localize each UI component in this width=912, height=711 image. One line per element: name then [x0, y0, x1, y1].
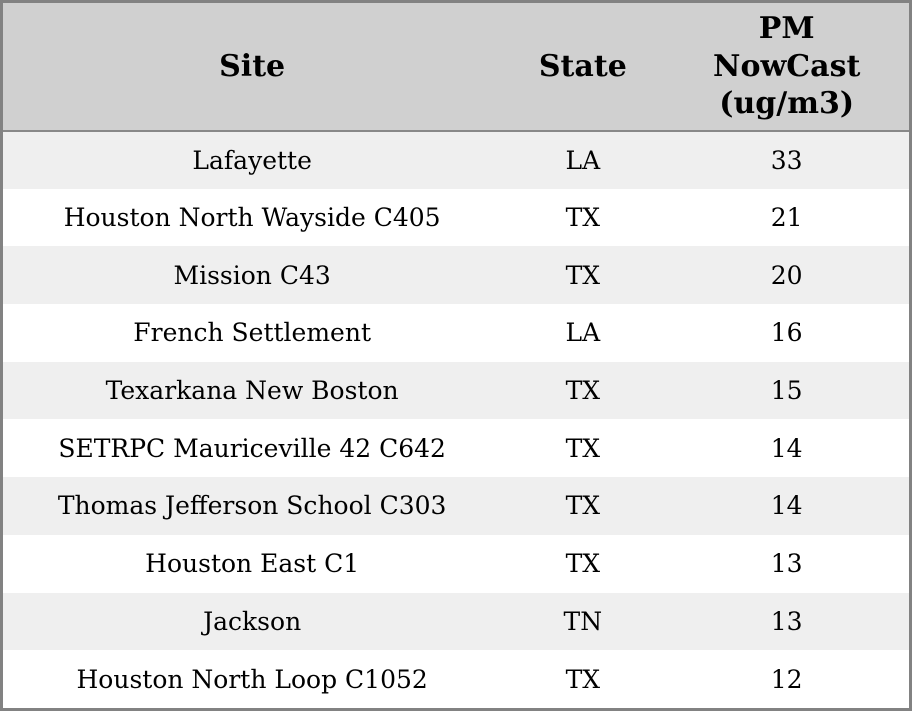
table-body: Lafayette LA 33 Houston North Wayside C405 T… [3, 131, 909, 708]
state-cell: LA [565, 318, 601, 348]
state-cell: TX [565, 203, 601, 233]
site-cell: Houston North Loop C1052 [76, 664, 428, 694]
site-cell: Thomas Jefferson School C303 [57, 491, 447, 521]
table-row: SETRPC Mauriceville 42 C642 TX 14 [3, 419, 909, 478]
column-header-state: State [501, 3, 665, 132]
table-row: Houston North Wayside C405 TX 21 [3, 188, 909, 247]
site-cell: Mission C43 [173, 260, 331, 290]
table-header: Site State PM NowCast (ug/m3) [3, 3, 909, 132]
header-row: Site State PM NowCast (ug/m3) [3, 3, 909, 132]
pm-nowcast-table: Site State PM NowCast (ug/m3) Lafayette L… [3, 3, 909, 708]
pm-nowcast-cell: 21 [770, 203, 803, 233]
pm-nowcast-cell: 13 [770, 606, 803, 636]
table-row: Thomas Jefferson School C303 TX 14 [3, 477, 909, 535]
pm-nowcast-cell: 14 [770, 433, 803, 463]
state-cell: TX [565, 491, 601, 521]
state-cell: TX [565, 260, 601, 290]
state-cell: TN [563, 606, 603, 636]
pm-nowcast-cell: 15 [770, 376, 803, 406]
site-cell: Texarkana New Boston [105, 376, 399, 406]
pm-nowcast-cell: 16 [770, 318, 803, 348]
state-cell: LA [565, 145, 601, 175]
state-cell: TX [565, 433, 601, 463]
site-cell: Houston East C1 [145, 549, 360, 579]
column-header-site: Site [3, 3, 502, 132]
site-cell: Lafayette [192, 145, 312, 175]
table-row: Houston East C1 TX 13 [3, 534, 909, 593]
pm-nowcast-cell: 13 [770, 549, 803, 579]
column-header-pm-nowcast: PM NowCast (ug/m3) [664, 3, 909, 132]
table-row: Mission C43 TX 20 [3, 246, 909, 305]
site-cell: Jackson [203, 606, 302, 636]
pm-nowcast-cell: 12 [770, 664, 803, 694]
state-cell: TX [565, 549, 601, 579]
pm-nowcast-cell: 20 [770, 260, 803, 290]
table-row: Lafayette LA 33 [3, 131, 909, 189]
site-cell: SETRPC Mauriceville 42 C642 [58, 433, 446, 463]
table-row: Texarkana New Boston TX 15 [3, 361, 909, 420]
site-cell: Houston North Wayside C405 [63, 203, 441, 233]
table-row: French Settlement LA 16 [3, 304, 909, 362]
pm-nowcast-cell: 14 [770, 491, 803, 521]
pm-nowcast-cell: 33 [770, 145, 803, 175]
site-cell: French Settlement [133, 318, 371, 348]
state-cell: TX [565, 376, 601, 406]
table-row: Jackson TN 13 [3, 592, 909, 651]
column-header-pm-nowcast-label: PM NowCast (ug/m3) [713, 11, 861, 122]
state-cell: TX [565, 664, 601, 694]
table-row: Houston North Loop C1052 TX 12 [3, 650, 909, 708]
